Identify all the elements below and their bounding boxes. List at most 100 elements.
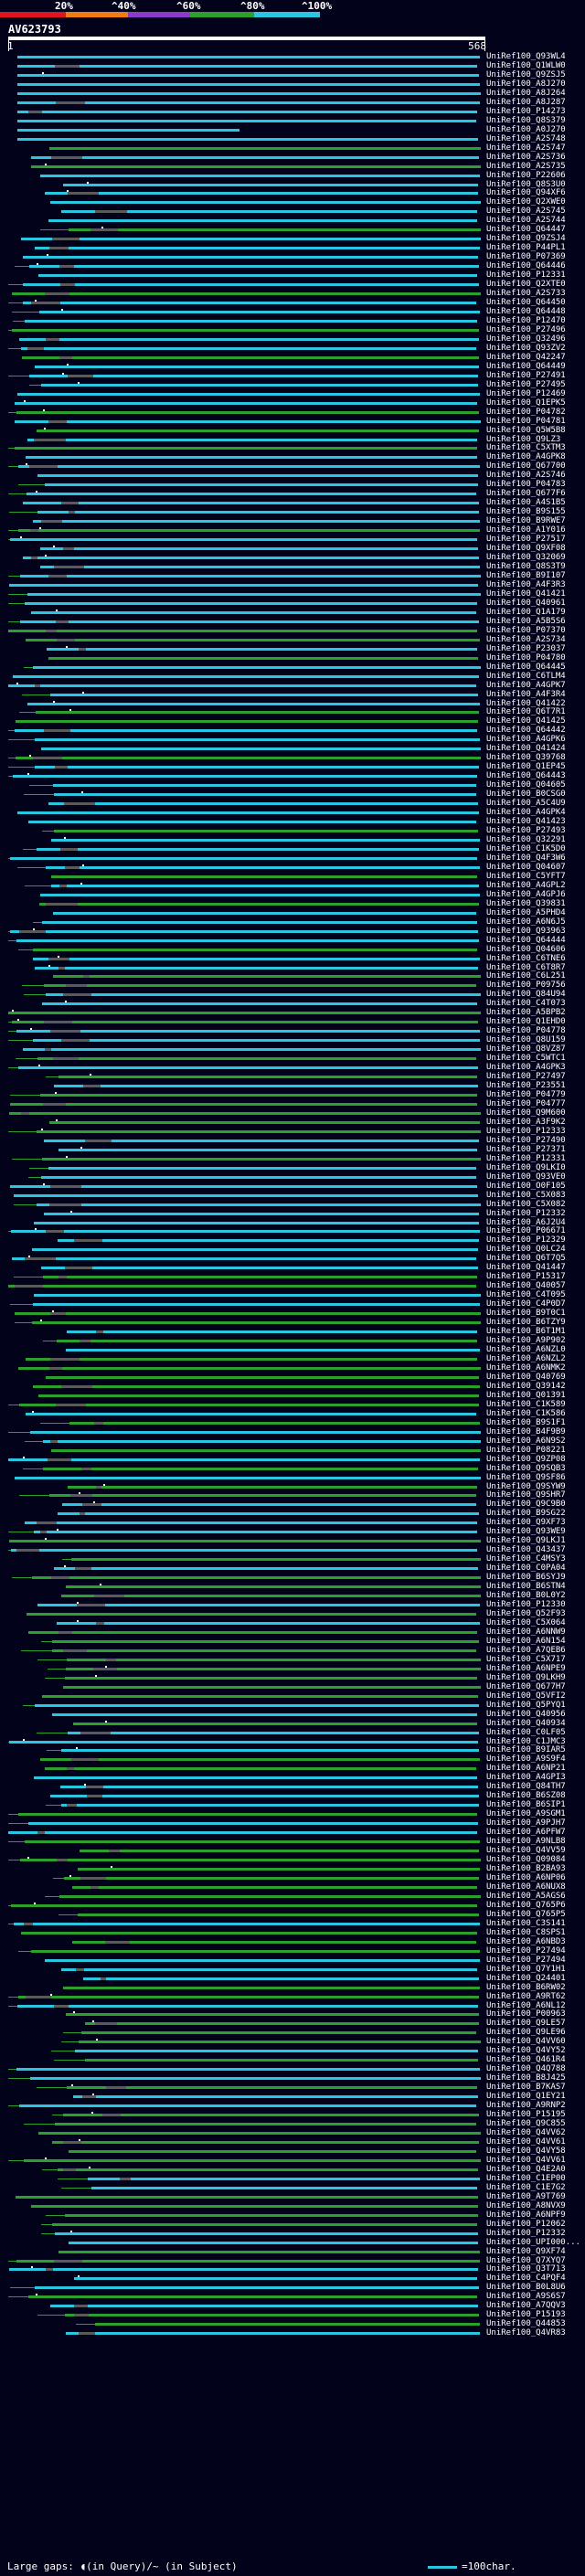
hit-row[interactable]: UniRef100_P15193 — [0, 2310, 585, 2320]
hit-row[interactable]: UniRef100_Q40961 — [0, 599, 585, 609]
hit-label[interactable]: UniRef100_A5PHD4 — [486, 907, 566, 917]
hit-label[interactable]: UniRef100_P22606 — [486, 170, 566, 180]
hit-label[interactable]: UniRef100_A9S9F4 — [486, 1754, 566, 1765]
hit-label[interactable]: UniRef100_Q41422 — [486, 698, 566, 708]
hit-row[interactable]: UniRef100_Q4VV60 — [0, 2037, 585, 2047]
hit-label[interactable]: UniRef100_B9S1F1 — [486, 1417, 566, 1427]
hit-label[interactable]: UniRef100_P12331 — [486, 1153, 566, 1163]
hit-row[interactable]: UniRef100_Q5PYQ1 — [0, 1701, 585, 1711]
hit-label[interactable]: UniRef100_C1K586 — [486, 1408, 566, 1418]
hit-label[interactable]: UniRef100_B9I107 — [486, 571, 566, 580]
hit-row[interactable]: UniRef100_Q3T713 — [0, 2264, 585, 2274]
hit-row[interactable]: UniRef100_P14273 — [0, 107, 585, 117]
hit-label[interactable]: UniRef100_A2S735 — [486, 161, 566, 171]
hit-label[interactable]: UniRef100_A9S6S7 — [486, 2292, 566, 2302]
hit-row[interactable]: UniRef100_Q4F3W6 — [0, 853, 585, 864]
hit-label[interactable]: UniRef100_A4GPK6 — [486, 735, 566, 745]
hit-label[interactable]: UniRef100_B7KAS7 — [486, 2083, 566, 2093]
hit-label[interactable]: UniRef100_Q1EP45 — [486, 762, 566, 772]
hit-row[interactable]: UniRef100_A9RT62 — [0, 1992, 585, 2002]
hit-row[interactable]: UniRef100_B6TZY9 — [0, 1318, 585, 1328]
hit-row[interactable]: UniRef100_P04781 — [0, 417, 585, 427]
hit-row[interactable]: UniRef100_B0L8U6 — [0, 2283, 585, 2293]
hit-label[interactable]: UniRef100_C5X082 — [486, 1199, 566, 1209]
hit-row[interactable]: UniRef100_B2BA93 — [0, 1864, 585, 1874]
hit-label[interactable]: UniRef100_Q6T7R1 — [486, 707, 566, 717]
hit-row[interactable]: UniRef100_Q43437 — [0, 1545, 585, 1555]
hit-row[interactable]: UniRef100_Q1EP45 — [0, 762, 585, 772]
hit-row[interactable]: UniRef100_Q9C9B0 — [0, 1500, 585, 1510]
hit-row[interactable]: UniRef100_P27497 — [0, 1072, 585, 1082]
hit-label[interactable]: UniRef100_P04778 — [486, 1026, 566, 1036]
hit-row[interactable]: UniRef100_A6NP21 — [0, 1764, 585, 1774]
hit-label[interactable]: UniRef100_A2S748 — [486, 133, 566, 143]
hit-label[interactable]: UniRef100_Q4VV61 — [486, 2136, 566, 2147]
hit-row[interactable]: UniRef100_A5BPB2 — [0, 1008, 585, 1018]
hit-row[interactable]: UniRef100_Q04607 — [0, 863, 585, 873]
hit-label[interactable]: UniRef100_Q40057 — [486, 1281, 566, 1291]
hit-row[interactable]: UniRef100_Q765P5 — [0, 1910, 585, 1920]
hit-row[interactable]: UniRef100_Q2XWE0 — [0, 197, 585, 207]
hit-row[interactable]: UniRef100_A9PJH7 — [0, 1818, 585, 1829]
hit-row[interactable]: UniRef100_Q09084 — [0, 1855, 585, 1865]
hit-label[interactable]: UniRef100_C3S141 — [486, 1918, 566, 1928]
hit-label[interactable]: UniRef100_P04783 — [486, 480, 566, 490]
hit-row[interactable]: UniRef100_A4GPK8 — [0, 452, 585, 462]
hit-label[interactable]: UniRef100_Q41425 — [486, 716, 566, 726]
hit-row[interactable]: UniRef100_A9T769 — [0, 2192, 585, 2202]
hit-row[interactable]: UniRef100_A6PFW7 — [0, 1828, 585, 1838]
hit-row[interactable]: UniRef100_A9S9F4 — [0, 1754, 585, 1765]
hit-label[interactable]: UniRef100_P23037 — [486, 643, 566, 653]
hit-row[interactable]: UniRef100_B9SG22 — [0, 1509, 585, 1519]
hit-row[interactable]: UniRef100_C4T095 — [0, 1290, 585, 1300]
hit-label[interactable]: UniRef100_A0J270 — [486, 124, 566, 134]
hit-row[interactable]: UniRef100_P12062 — [0, 2220, 585, 2230]
hit-label[interactable]: UniRef100_Q04606 — [486, 944, 566, 954]
hit-label[interactable]: UniRef100_B9S155 — [486, 507, 566, 517]
hit-label[interactable]: UniRef100_Q40934 — [486, 1718, 566, 1728]
hit-row[interactable]: UniRef100_C5YFT7 — [0, 872, 585, 882]
hit-row[interactable]: UniRef100_C6TNE6 — [0, 954, 585, 964]
hit-label[interactable]: UniRef100_B9SG22 — [486, 1509, 566, 1519]
hit-row[interactable]: UniRef100_A1Y016 — [0, 525, 585, 535]
hit-label[interactable]: UniRef100_A5BPB2 — [486, 1008, 566, 1018]
hit-row[interactable]: UniRef100_Q1WLW0 — [0, 61, 585, 71]
hit-label[interactable]: UniRef100_B6T1M1 — [486, 1327, 566, 1337]
hit-row[interactable]: UniRef100_Q24401 — [0, 1974, 585, 1984]
hit-label[interactable]: UniRef100_A7QQV3 — [486, 2301, 566, 2311]
hit-row[interactable]: UniRef100_P12329 — [0, 1235, 585, 1246]
hit-row[interactable]: UniRef100_C1K5D0 — [0, 844, 585, 854]
hit-label[interactable]: UniRef100_B6SIP1 — [486, 1800, 566, 1810]
hit-label[interactable]: UniRef100_Q64449 — [486, 361, 566, 371]
hit-label[interactable]: UniRef100_Q4VR83 — [486, 2328, 566, 2338]
hit-label[interactable]: UniRef100_A6NP21 — [486, 1764, 566, 1774]
hit-row[interactable]: UniRef100_A9NLB8 — [0, 1837, 585, 1847]
hit-row[interactable]: UniRef100_C1JMC3 — [0, 1737, 585, 1747]
hit-row[interactable]: UniRef100_A4GPL2 — [0, 881, 585, 891]
hit-label[interactable]: UniRef100_P12333 — [486, 1126, 566, 1136]
hit-row[interactable]: UniRef100_Q9LE96 — [0, 2028, 585, 2038]
hit-row[interactable]: UniRef100_Q5W5B8 — [0, 426, 585, 436]
hit-row[interactable]: UniRef100_P27493 — [0, 826, 585, 836]
hit-row[interactable]: UniRef100_B9RWE7 — [0, 516, 585, 526]
hit-row[interactable]: UniRef100_Q8S3U0 — [0, 180, 585, 190]
hit-label[interactable]: UniRef100_C5YFT7 — [486, 871, 566, 881]
hit-label[interactable]: UniRef100_Q6T7Q5 — [486, 1254, 566, 1264]
hit-row[interactable]: UniRef100_Q52F93 — [0, 1609, 585, 1619]
hit-row[interactable]: UniRef100_Q64448 — [0, 307, 585, 317]
hit-label[interactable]: UniRef100_A5C4U9 — [486, 799, 566, 809]
hit-label[interactable]: UniRef100_Q9LE96 — [486, 2028, 566, 2038]
hit-row[interactable]: UniRef100_A5AGS6 — [0, 1892, 585, 1902]
hit-row[interactable]: UniRef100_Q4VV61 — [0, 2137, 585, 2147]
hit-row[interactable]: UniRef100_Q4VV61 — [0, 2156, 585, 2166]
hit-row[interactable]: UniRef100_Q32069 — [0, 553, 585, 563]
hit-row[interactable]: UniRef100_Q4Q788 — [0, 2064, 585, 2074]
hit-label[interactable]: UniRef100_A2S734 — [486, 634, 566, 644]
hit-row[interactable]: UniRef100_Q01391 — [0, 1391, 585, 1401]
hit-row[interactable]: UniRef100_Q93ZV2 — [0, 344, 585, 354]
hit-row[interactable]: UniRef100_B9S1F1 — [0, 1418, 585, 1428]
hit-label[interactable]: UniRef100_A6PFW7 — [486, 1828, 566, 1838]
hit-row[interactable]: UniRef100_C1K586 — [0, 1409, 585, 1419]
hit-label[interactable]: UniRef100_Q7Y1H1 — [486, 1964, 566, 1974]
hit-label[interactable]: UniRef100_A2S736 — [486, 152, 566, 162]
